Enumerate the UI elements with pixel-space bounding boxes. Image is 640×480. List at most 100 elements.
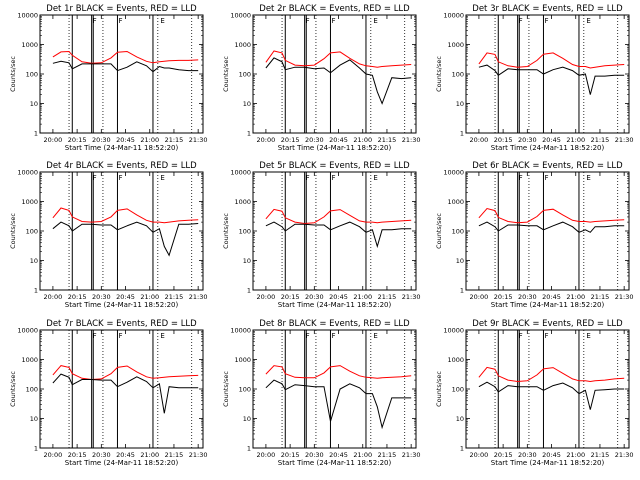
x-tick-label: 21:15 — [165, 293, 184, 301]
events-series-line — [52, 60, 199, 73]
panel-title: Det 9r BLACK = Events, RED = LLD — [472, 319, 623, 329]
events-series-line — [478, 64, 625, 95]
panel-title: Det 5r BLACK = Events, RED = LLD — [259, 161, 410, 171]
y-tick-label: 1000 — [21, 41, 38, 49]
events-series-line — [265, 379, 412, 430]
x-tick-label: 20:15 — [281, 293, 300, 301]
x-axis-label: Start Time (24-Mar-11 18:52:20) — [491, 301, 605, 309]
lld-series-line — [265, 50, 412, 68]
x-axis-label: Start Time (24-Mar-11 18:52:20) — [278, 301, 392, 309]
x-tick-label: 21:30 — [615, 136, 634, 144]
plot-frame — [465, 14, 630, 134]
panel-6: Det 6r BLACK = Events, RED = LLD 1 10 100 10… — [435, 161, 634, 309]
x-tick-label: 21:00 — [566, 451, 585, 459]
x-tick-label: 21:15 — [591, 293, 610, 301]
flag-label: E — [586, 17, 590, 25]
flag-label: F — [118, 174, 122, 182]
x-tick-label: 20:45 — [329, 451, 348, 459]
y-axis-label: Counts/sec — [9, 56, 17, 92]
flag-label: F — [519, 332, 523, 340]
y-tick-label: 10000 — [443, 169, 464, 177]
y-axis-label: Counts/sec — [435, 56, 443, 92]
flag-label: E — [373, 174, 377, 182]
x-tick-label: 21:30 — [189, 451, 208, 459]
panel-title: Det 3r BLACK = Events, RED = LLD — [472, 4, 623, 14]
events-series-line — [478, 221, 625, 233]
y-axis-label: Counts/sec — [9, 213, 17, 249]
x-tick-label: 20:00 — [257, 136, 276, 144]
x-tick-label: 20:15 — [68, 451, 87, 459]
panel-title: Det 8r BLACK = Events, RED = LLD — [259, 319, 410, 329]
x-tick-label: 20:45 — [542, 451, 561, 459]
lld-series-line — [478, 366, 625, 383]
flag-label: E — [373, 17, 377, 25]
x-tick-label: 21:15 — [591, 136, 610, 144]
y-tick-label: 100 — [26, 228, 38, 236]
events-series-line — [265, 57, 412, 105]
x-tick-label: 21:00 — [566, 293, 585, 301]
x-tick-label: 20:30 — [92, 293, 111, 301]
lld-series-line — [478, 52, 625, 69]
x-tick-label: 21:00 — [140, 136, 159, 144]
flag-label: F — [306, 174, 310, 182]
y-tick-label: 1000 — [447, 198, 464, 206]
events-series-line — [478, 381, 625, 410]
events-series-line — [52, 221, 199, 257]
flag-label: F — [306, 17, 310, 25]
y-tick-label: 100 — [239, 228, 251, 236]
x-tick-label: 20:00 — [257, 293, 276, 301]
x-tick-label: 20:45 — [329, 136, 348, 144]
events-series-line — [52, 373, 199, 414]
x-axis-label: Start Time (24-Mar-11 18:52:20) — [491, 459, 605, 467]
flag-label: E — [160, 332, 164, 340]
y-tick-label: 10000 — [443, 12, 464, 20]
x-tick-label: 20:00 — [44, 293, 63, 301]
x-tick-label: 21:00 — [353, 451, 372, 459]
x-tick-label: 21:15 — [378, 136, 397, 144]
x-tick-label: 20:00 — [44, 136, 63, 144]
y-tick-label: 10 — [243, 100, 251, 108]
x-axis-label: Start Time (24-Mar-11 18:52:20) — [491, 144, 605, 152]
x-axis-label: Start Time (24-Mar-11 18:52:20) — [65, 459, 179, 467]
lld-series-line — [478, 207, 625, 224]
x-tick-label: 20:15 — [281, 451, 300, 459]
y-tick-label: 1000 — [447, 356, 464, 364]
x-tick-label: 21:00 — [566, 136, 585, 144]
y-axis-label: Counts/sec — [9, 371, 17, 407]
flag-label: F — [519, 174, 523, 182]
flag-label: F — [93, 332, 97, 340]
y-tick-label: 1 — [247, 130, 251, 138]
panel-title: Det 1r BLACK = Events, RED = LLD — [46, 4, 197, 14]
y-tick-label: 10000 — [443, 327, 464, 335]
flag-label: E — [160, 17, 164, 25]
flag-label: F — [306, 332, 310, 340]
lld-series-line — [52, 50, 199, 64]
panel-title: Det 2r BLACK = Events, RED = LLD — [259, 4, 410, 14]
y-tick-label: 1000 — [21, 198, 38, 206]
flag-label: F — [331, 17, 335, 25]
panel-9: Det 9r BLACK = Events, RED = LLD 1 10 100 10… — [435, 319, 634, 467]
x-tick-label: 20:00 — [44, 451, 63, 459]
y-tick-label: 10000 — [230, 327, 251, 335]
y-tick-label: 1000 — [234, 356, 251, 364]
x-tick-label: 20:15 — [494, 451, 513, 459]
y-axis-label: Counts/sec — [222, 371, 230, 407]
x-tick-label: 21:00 — [353, 293, 372, 301]
x-tick-label: 20:30 — [518, 293, 537, 301]
y-tick-label: 100 — [26, 71, 38, 79]
lld-series-line — [52, 365, 199, 381]
y-tick-label: 100 — [452, 228, 464, 236]
x-tick-label: 21:30 — [402, 451, 421, 459]
panel-7: Det 7r BLACK = Events, RED = LLD 1 10 100 10… — [9, 319, 208, 467]
flag-label: F — [544, 17, 548, 25]
x-tick-label: 20:30 — [305, 136, 324, 144]
x-axis-label: Start Time (24-Mar-11 18:52:20) — [65, 301, 179, 309]
y-tick-label: 10 — [30, 100, 38, 108]
flag-label: F — [331, 174, 335, 182]
x-tick-label: 20:00 — [470, 451, 489, 459]
lld-series-line — [265, 208, 412, 225]
x-tick-label: 21:15 — [165, 451, 184, 459]
x-tick-label: 20:00 — [470, 293, 489, 301]
x-axis-label: Start Time (24-Mar-11 18:52:20) — [65, 144, 179, 152]
x-tick-label: 20:30 — [92, 451, 111, 459]
